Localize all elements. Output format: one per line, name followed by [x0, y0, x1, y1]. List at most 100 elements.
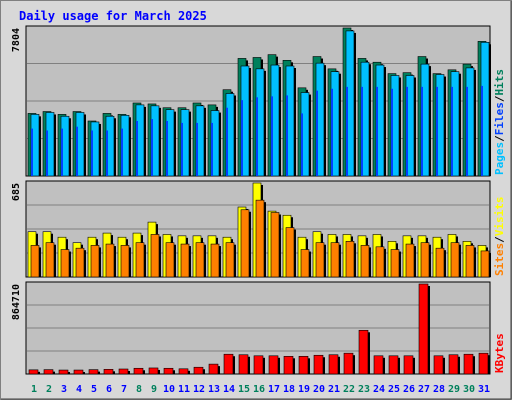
day-label: 22: [343, 384, 355, 395]
sites-bar: [285, 227, 295, 278]
day-label: 7: [121, 384, 127, 395]
day-label: 19: [298, 384, 310, 395]
visits-legend: Sites/Visits: [493, 197, 506, 277]
files-bar: [466, 86, 468, 176]
kbytes-bar: [478, 352, 489, 375]
sites-bar: [480, 250, 490, 278]
day-label: 1: [31, 384, 37, 395]
legend-slash-1: /: [493, 236, 506, 243]
files-bar: [256, 97, 258, 176]
visits-max-label: 685: [11, 183, 22, 201]
day-label: 14: [223, 384, 235, 395]
files-bar: [361, 86, 363, 176]
kbytes-bar: [223, 353, 234, 375]
sites-bar: [270, 212, 280, 278]
kbytes-bar: [28, 369, 39, 375]
files-bar: [331, 88, 333, 176]
kbytes-bar: [268, 355, 279, 375]
kbytes-bar: [313, 354, 324, 375]
files-bar: [316, 90, 318, 176]
day-label: 28: [433, 384, 445, 395]
files-bar: [406, 86, 408, 176]
files-bar: [46, 130, 48, 176]
sites-bar: [45, 242, 55, 278]
day-label: 24: [373, 384, 385, 395]
kbytes-bar: [298, 356, 309, 375]
day-label: 11: [178, 384, 190, 395]
files-bar: [151, 119, 153, 176]
day-label: 31: [478, 384, 490, 395]
files-bar: [226, 107, 228, 176]
sites-bar: [210, 243, 220, 278]
day-label: 15: [238, 384, 250, 395]
sites-visits-panel: [25, 180, 491, 278]
files-bar: [271, 96, 273, 176]
legend-slash-1: /: [493, 135, 506, 142]
sites-bar: [150, 234, 160, 278]
sites-bar: [180, 243, 190, 278]
legend-files-2: Files: [493, 102, 506, 135]
files-bar: [346, 86, 348, 176]
files-bar: [106, 130, 108, 176]
sites-bar: [120, 245, 130, 278]
hits-files-pages-panel: [25, 25, 491, 177]
files-bar: [196, 122, 198, 176]
files-bar: [376, 86, 378, 176]
files-bar: [241, 100, 243, 176]
files-bar: [301, 113, 303, 176]
kbytes-bar: [343, 352, 354, 375]
files-bar: [121, 128, 123, 176]
day-label: 26: [403, 384, 415, 395]
sites-bar: [75, 247, 85, 278]
kbytes-bar: [238, 354, 249, 375]
sites-bar: [90, 245, 100, 278]
day-label: 21: [328, 384, 340, 395]
kbytes-bar: [58, 369, 69, 375]
sites-bar: [255, 199, 265, 278]
chart-title: Daily usage for March 2025: [19, 9, 207, 23]
sites-bar: [390, 249, 400, 278]
kbytes-bar: [103, 369, 114, 375]
kbytes-bar: [133, 367, 144, 375]
sites-bar: [405, 243, 415, 278]
day-label: 20: [313, 384, 325, 395]
sites-bar: [330, 242, 340, 278]
kbytes-bar: [73, 369, 84, 375]
kbytes-legend: KBytes: [493, 333, 506, 373]
kbytes-bar: [43, 369, 54, 375]
files-bar: [181, 122, 183, 176]
day-label: 9: [151, 384, 157, 395]
sites-bar: [375, 246, 385, 278]
files-bar: [31, 128, 33, 176]
kbytes-bar: [358, 329, 369, 375]
sites-bar: [225, 242, 235, 278]
legend-hits-4: Hits: [493, 69, 506, 96]
day-label: 5: [91, 384, 97, 395]
files-bar: [76, 126, 78, 176]
day-label: 25: [388, 384, 400, 395]
hits-legend: Pages/Files/Hits: [493, 69, 506, 175]
kbytes-bar: [403, 355, 414, 375]
hits-max-label: 7804: [11, 28, 22, 52]
legend-visits-2: Visits: [493, 197, 506, 237]
day-label: 17: [268, 384, 280, 395]
sites-bar: [30, 245, 40, 278]
day-label: 8: [136, 384, 142, 395]
day-label: 13: [208, 384, 220, 395]
legend-pages-0: Pages: [493, 142, 506, 175]
kbytes-bar: [88, 369, 99, 375]
kbytes-bar: [388, 355, 399, 375]
kbytes-bar: [163, 367, 174, 375]
kbytes-bar: [208, 363, 219, 375]
kbytes-max-label: 864710: [11, 284, 22, 320]
kbytes-bar: [253, 355, 264, 375]
sites-bar: [105, 243, 115, 278]
sites-bar: [240, 209, 250, 278]
day-label: 29: [448, 384, 460, 395]
kbytes-bar: [418, 283, 429, 375]
sites-bar: [165, 242, 175, 278]
sites-bar: [345, 241, 355, 278]
day-label: 2: [46, 384, 52, 395]
files-bar: [436, 86, 438, 176]
